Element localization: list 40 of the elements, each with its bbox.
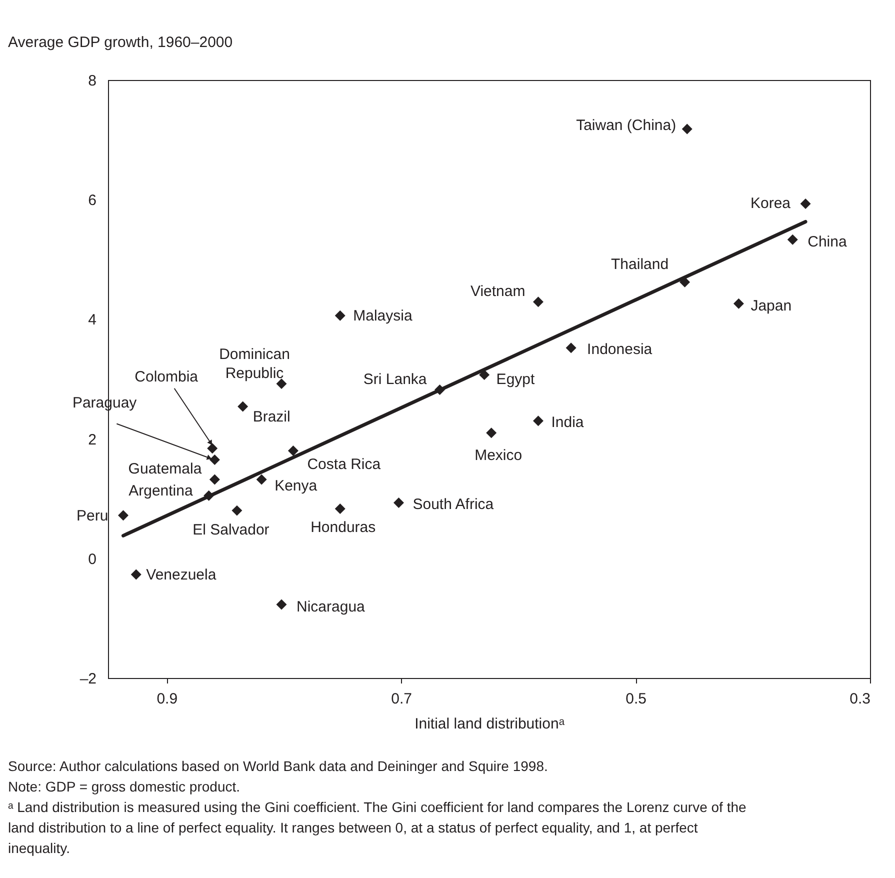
annotation: China — [808, 234, 848, 251]
annotation: Brazil — [252, 408, 290, 426]
source-note: Source: Author calculations based on World Bank data and Deininger and Squire 1998. — [8, 758, 548, 774]
annotation: Indonesia — [587, 340, 653, 358]
y-axis-title: Average GDP growth, 1960–2000 — [8, 34, 233, 51]
annotation: Nicaragua — [296, 598, 366, 616]
annotation: Costa Rica — [307, 456, 382, 473]
annotation: Malaysia — [353, 308, 413, 325]
y-tick-label: 2 — [88, 431, 96, 448]
annotation: Peru — [76, 507, 108, 524]
annotation: Sri Lanka — [363, 370, 428, 388]
annotation: Vietnam — [470, 282, 526, 300]
annotation: Honduras — [310, 518, 376, 536]
annotation: Japan — [750, 298, 792, 315]
annotation: El Salvador — [192, 522, 270, 539]
text: Note: GDP = gross domestic product. — [8, 778, 240, 794]
text: ᵃ Land distribution is measured using the Gini coefficient. The Gini coefficient for land compares the Lorenz curve of the land distribution to a line of perfect equality. It ranges between 0, at a status of perfect equality, and 1, at perfect inequality. — [8, 799, 746, 856]
x-tick-label: 0.5 — [626, 690, 646, 708]
annotation: Thailand — [611, 256, 669, 274]
x-tick-label: 0.7 — [391, 690, 412, 708]
annotation: South Africa — [412, 496, 494, 513]
x-axis-title: Initial land distributionᵃ — [414, 716, 565, 732]
y-tick-label: 4 — [88, 312, 96, 329]
annotation: Argentina — [128, 482, 194, 500]
annotation: Taiwan (China) — [576, 117, 676, 134]
annotation: Colombia — [134, 368, 199, 386]
annotation: Egypt — [496, 370, 536, 388]
y-tick-label: 0 — [88, 550, 96, 568]
annotation: Dominican Republic — [219, 346, 290, 382]
annotation: India — [551, 414, 584, 431]
y-tick-label: –2 — [80, 670, 96, 688]
x-tick-label: 0.9 — [156, 690, 178, 708]
x-tick-label: 0.3 — [850, 690, 870, 708]
annotation: Mexico — [474, 446, 522, 464]
annotation: Kenya — [274, 477, 318, 494]
y-tick-label: 8 — [88, 72, 96, 90]
annotation: Venezuela — [146, 566, 217, 584]
annotation: Guatemala — [128, 460, 202, 478]
y-tick-label: 6 — [88, 192, 96, 210]
annotation: Korea — [750, 194, 792, 212]
